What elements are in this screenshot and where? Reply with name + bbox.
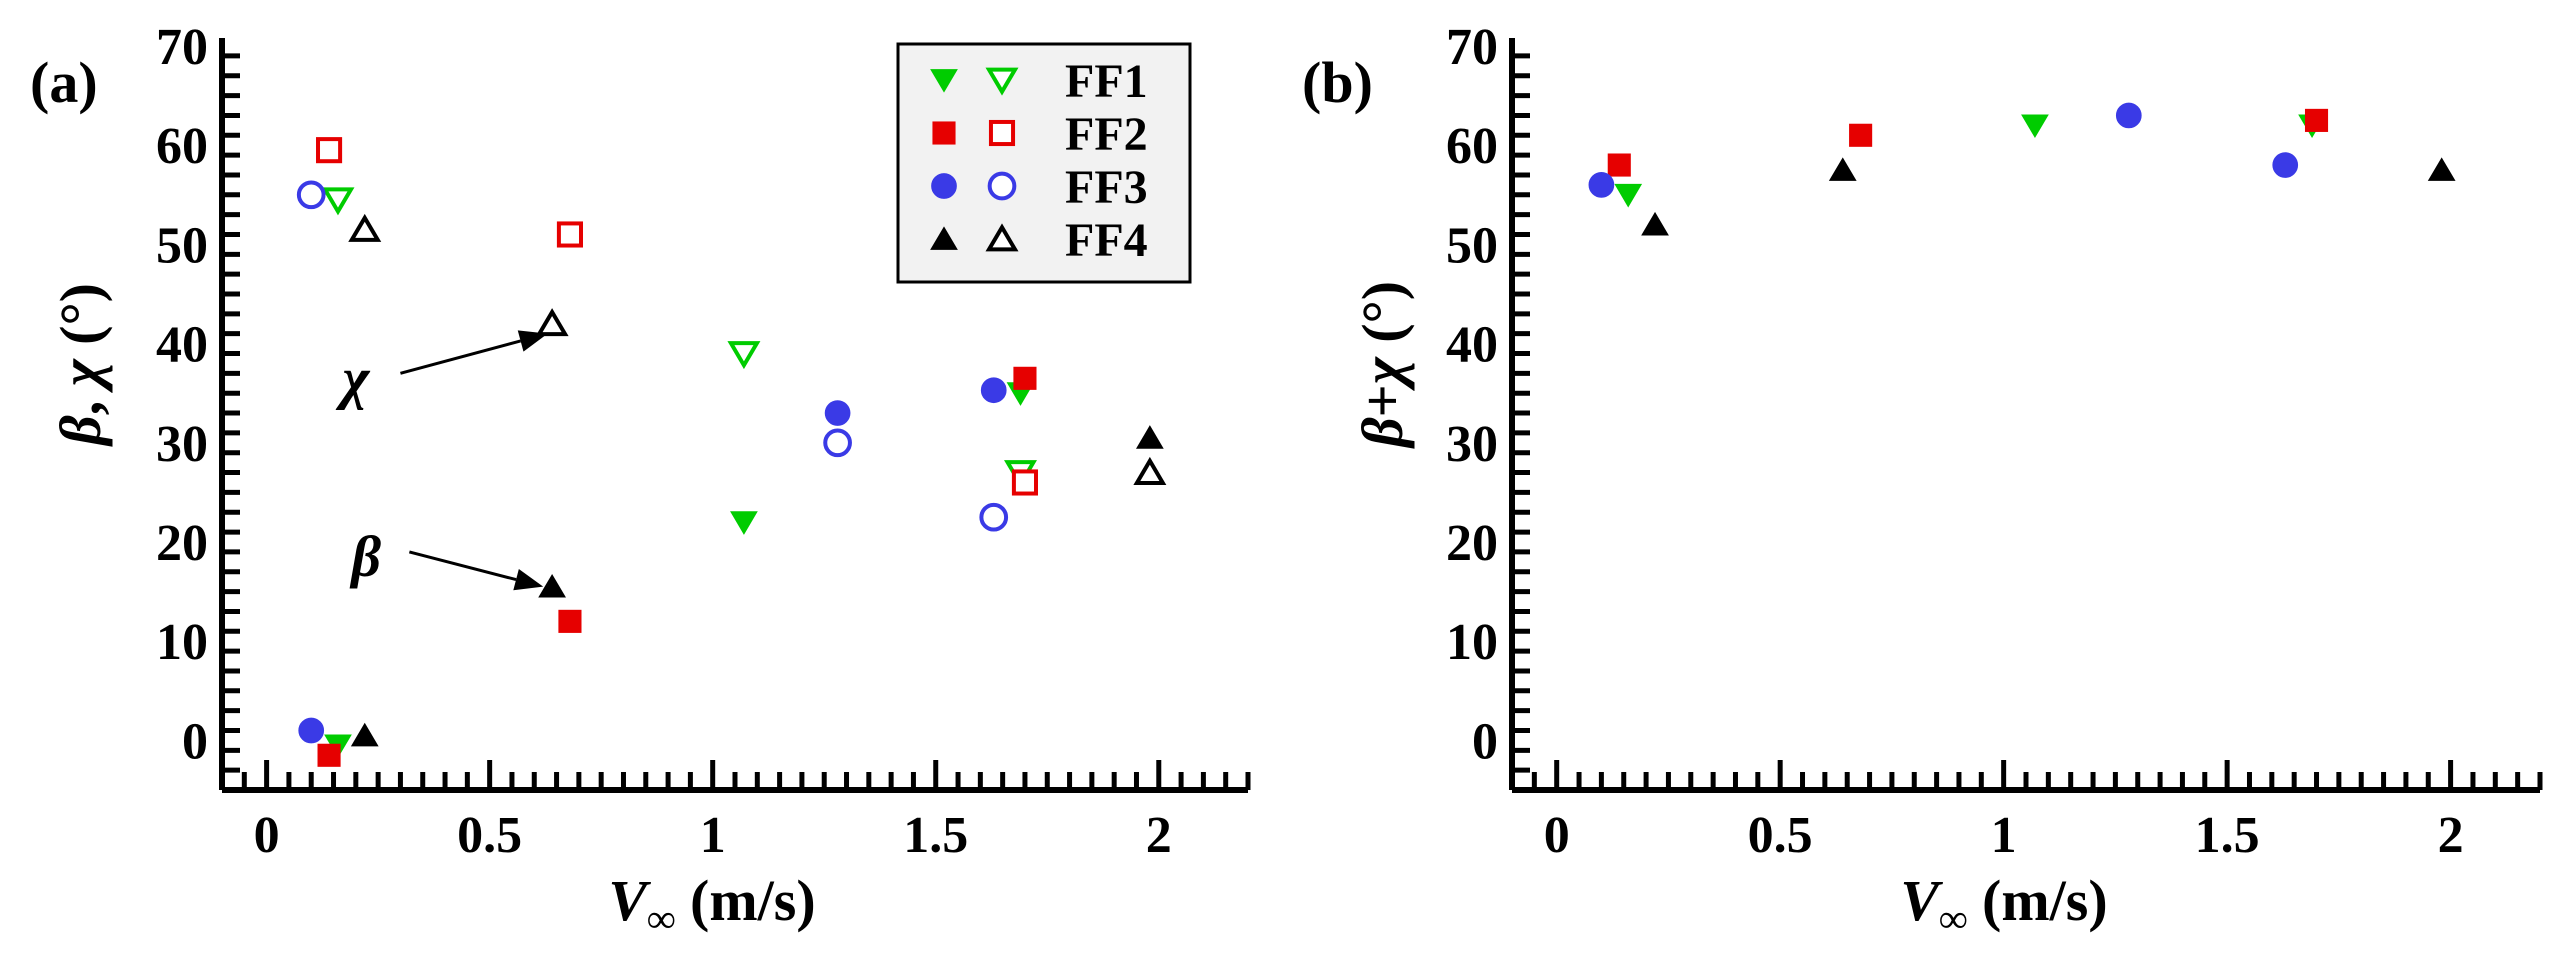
legend-marker-ff1-open [985, 67, 1019, 96]
panel-b-axes: 0 10 20 30 40 50 60 70 0 0.5 1 1.5 2 [1446, 19, 2543, 864]
panel-a-x-tick-label: 1 [700, 807, 726, 864]
panel-b-x-tick-label: 2 [2438, 807, 2464, 864]
panel-b-x-tick-label: 1.5 [2195, 807, 2260, 864]
panel-a-x-tick-label: 2 [1146, 807, 1172, 864]
panel-b-y-tick-label: 50 [1446, 217, 1498, 274]
legend-rows [930, 67, 1019, 252]
annotation-chi-arrowhead [517, 330, 548, 352]
panel-b-point-ff1-filled [2021, 114, 2049, 139]
panel-a-y-tick-label: 70 [156, 19, 208, 76]
panel-a-y-tick-label: 0 [182, 713, 208, 770]
panel-b-point-ff1-filled [1614, 183, 1643, 208]
panel-a-point-ff2-open [316, 137, 343, 164]
panel-b: 0 10 20 30 40 50 60 70 0 0.5 1 1.5 2 (b) β+χ (°) V∞ … [1302, 19, 2543, 941]
panel-a-y-axis-label: β, χ (°) [48, 283, 113, 447]
legend-label-ff3: FF3 [1065, 161, 1148, 214]
panel-a-data-marks [296, 137, 1167, 767]
legend: FF1 FF2 FF3 FF4 [896, 42, 1192, 284]
panel-b-point-ff3-filled [2272, 152, 2299, 178]
panel-a-y-tick-label: 30 [156, 416, 208, 473]
panel-b-y-tick-label: 30 [1446, 416, 1498, 473]
panel-a-label: (a) [30, 50, 98, 115]
panel-a-point-ff1-filled [730, 511, 758, 535]
legend-label-ff2: FF2 [1065, 108, 1148, 161]
panel-b-point-ff4-filled [1828, 157, 1857, 181]
panel-b-y-axis-label: β+χ (°) [1350, 281, 1415, 449]
panel-a-x-axis-label: V∞ (m/s) [608, 868, 815, 941]
annotation-beta-arrow [408, 550, 517, 582]
panel-b-y-tick-label: 0 [1472, 713, 1498, 770]
panel-a-y-tick-label: 60 [156, 118, 208, 175]
panel-a-point-ff4-open [535, 308, 569, 337]
panel-a-point-ff4-filled [538, 573, 566, 598]
legend-marker-ff3-filled [931, 173, 957, 199]
panel-b-point-ff2-filled [2304, 108, 2329, 132]
panel-a-point-ff2-open [1011, 469, 1039, 496]
panel-b-point-ff3-filled [1588, 172, 1615, 198]
panel-b-y-tick-label: 20 [1446, 515, 1498, 572]
panel-a-point-ff4-filled [1135, 425, 1164, 449]
panel-b-point-ff2-filled [1607, 153, 1631, 177]
panel-b-x-tick-label: 0 [1544, 807, 1570, 864]
legend-marker-ff3-open [987, 171, 1017, 201]
panel-a-point-ff4-open [1133, 456, 1167, 485]
panel-b-point-ff4-filled [2427, 157, 2456, 181]
panel-a-y-tick-label: 20 [156, 515, 208, 572]
panel-a-point-ff2-open [556, 221, 583, 248]
annotation-beta-arrowhead [513, 568, 544, 591]
panel-b-label: (b) [1302, 50, 1373, 115]
legend-marker-ff1-filled [930, 69, 958, 93]
panel-a-point-ff4-filled [350, 722, 379, 747]
panel-a-point-ff1-open [727, 341, 761, 370]
panel-a-y-tick-label: 50 [156, 217, 208, 274]
panel-a: 0 10 20 30 40 50 60 70 0 0.5 1 1.5 2 (a) β, χ (°) V∞… [30, 19, 1251, 941]
panel-b-y-tick-label: 10 [1446, 614, 1498, 671]
panel-b-x-axis-label: V∞ (m/s) [1900, 868, 2107, 941]
panel-a-point-ff3-filled [824, 400, 851, 426]
panel-b-point-ff2-filled [1849, 123, 1873, 147]
panel-a-point-ff3-open [823, 428, 852, 458]
legend-label-ff1: FF1 [1065, 55, 1148, 108]
panel-a-point-ff1-open [321, 187, 355, 216]
annotation-beta-label: β [349, 524, 381, 589]
panel-a-y-tick-label: 40 [156, 317, 208, 374]
panel-a-axes: 0 10 20 30 40 50 60 70 0 0.5 1 1.5 2 [156, 19, 1251, 864]
panel-a-point-ff2-filled [558, 609, 582, 633]
panel-a-point-ff3-filled [298, 717, 325, 744]
legend-marker-ff4-filled [930, 226, 958, 250]
panel-a-x-tick-label: 0 [254, 807, 280, 864]
panel-a-point-ff2-filled [1013, 366, 1037, 390]
annotation-chi-arrow [400, 339, 521, 375]
legend-label-ff4: FF4 [1065, 214, 1148, 267]
panel-a-y-tick-label: 10 [156, 614, 208, 671]
panel-b-y-tick-label: 70 [1446, 19, 1498, 76]
panel-a-x-tick-label: 1.5 [903, 807, 968, 864]
panel-b-point-ff4-filled [1641, 211, 1669, 236]
panel-a-x-tick-label: 0.5 [457, 807, 522, 864]
legend-marker-ff2-open [988, 119, 1016, 147]
panel-a-point-ff4-open [348, 213, 382, 242]
legend-marker-ff4-open [985, 223, 1019, 252]
legend-marker-ff2-filled [932, 121, 956, 145]
panel-a-point-ff3-filled [980, 377, 1007, 404]
annotation-chi-label: χ [335, 345, 370, 410]
panel-b-x-tick-label: 0.5 [1748, 807, 1813, 864]
annotation-beta: β [349, 524, 544, 591]
panel-b-x-tick-label: 1 [1991, 807, 2017, 864]
panel-a-point-ff3-open [979, 502, 1009, 532]
panel-b-point-ff3-filled [2115, 102, 2142, 129]
panel-b-data-marks [1588, 102, 2456, 236]
panel-b-y-tick-label: 60 [1446, 118, 1498, 175]
panel-b-y-tick-label: 40 [1446, 317, 1498, 374]
annotation-chi: χ [335, 330, 548, 410]
panel-a-point-ff2-filled [317, 743, 341, 767]
panel-a-point-ff3-open [296, 180, 326, 210]
